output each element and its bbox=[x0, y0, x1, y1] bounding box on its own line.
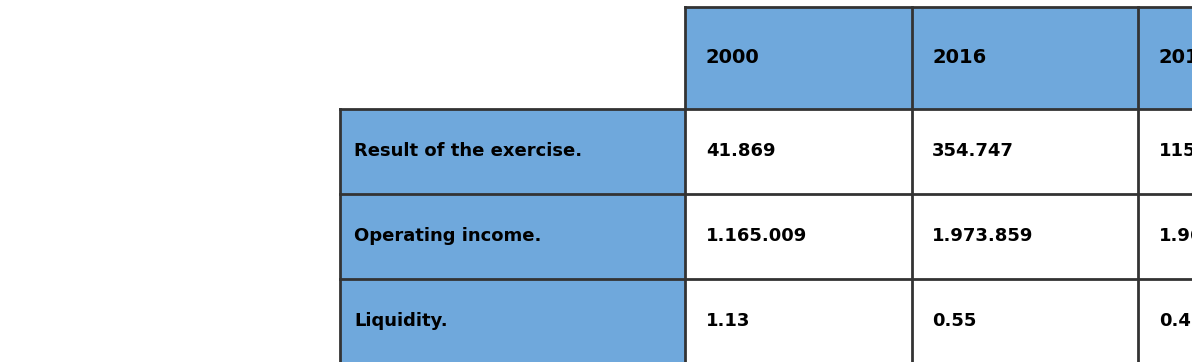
Bar bbox=[685, 7, 912, 109]
Text: 2000: 2000 bbox=[706, 49, 759, 67]
Text: 2016: 2016 bbox=[932, 49, 987, 67]
Text: Operating income.: Operating income. bbox=[354, 227, 541, 245]
Text: 1.973.859: 1.973.859 bbox=[932, 227, 1033, 245]
Bar bbox=[912, 7, 1138, 109]
Text: 354.747: 354.747 bbox=[932, 142, 1014, 160]
Bar bbox=[1138, 109, 1192, 194]
Bar bbox=[685, 109, 912, 194]
Text: 1.13: 1.13 bbox=[706, 312, 750, 330]
Bar bbox=[1138, 194, 1192, 279]
Text: 2017: 2017 bbox=[1159, 49, 1192, 67]
Bar bbox=[912, 279, 1138, 362]
Text: Liquidity.: Liquidity. bbox=[354, 312, 448, 330]
Bar bbox=[1138, 279, 1192, 362]
Text: Result of the exercise.: Result of the exercise. bbox=[354, 142, 582, 160]
Bar bbox=[340, 279, 685, 362]
Text: 0.55: 0.55 bbox=[932, 312, 976, 330]
Text: 0.47: 0.47 bbox=[1159, 312, 1192, 330]
Text: 1.165.009: 1.165.009 bbox=[706, 227, 807, 245]
Bar bbox=[685, 194, 912, 279]
Bar bbox=[912, 194, 1138, 279]
Bar bbox=[912, 109, 1138, 194]
Bar bbox=[340, 109, 685, 194]
Text: 115.018: 115.018 bbox=[1159, 142, 1192, 160]
Bar bbox=[1138, 7, 1192, 109]
Text: 41.869: 41.869 bbox=[706, 142, 775, 160]
Bar bbox=[340, 194, 685, 279]
Text: 1.962.521: 1.962.521 bbox=[1159, 227, 1192, 245]
Bar bbox=[685, 279, 912, 362]
